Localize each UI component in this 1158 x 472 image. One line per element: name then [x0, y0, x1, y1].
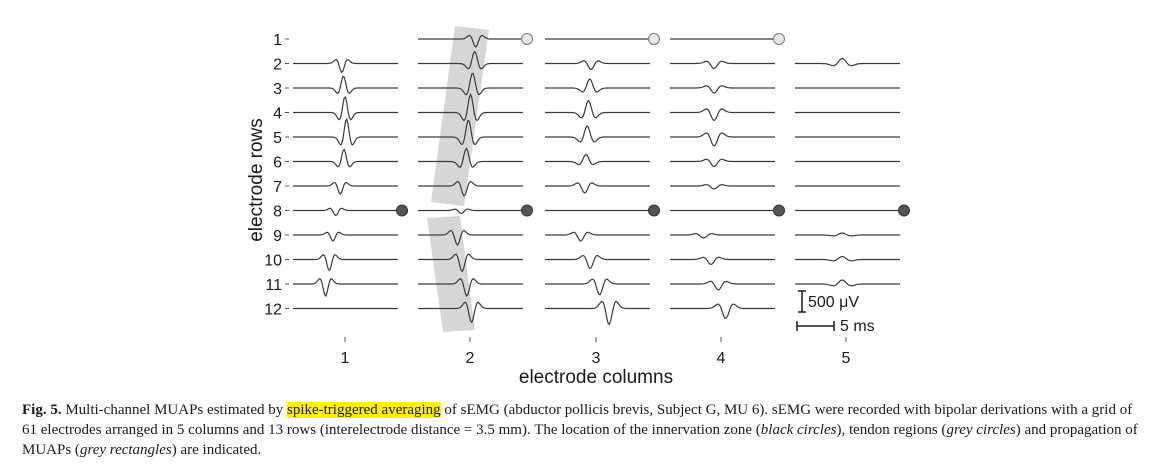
- muap-trace-col2-row11: [418, 277, 523, 297]
- innervation-circle-col3: [648, 204, 660, 217]
- column-label-2: 2: [466, 350, 475, 367]
- muap-trace-col1-row3: [293, 75, 398, 95]
- muap-trace-col4-row6: [670, 158, 775, 168]
- propagation-rectangle-lower: [427, 216, 475, 332]
- row-label-2: 2: [273, 57, 282, 74]
- muap-trace-col1-row7: [293, 181, 398, 195]
- row-label-6: 6: [273, 155, 282, 172]
- muap-trace-col3-row5: [545, 125, 650, 143]
- muap-trace-col2-row3: [418, 72, 523, 96]
- row-label-5: 5: [273, 130, 282, 147]
- row-label-3: 3: [273, 81, 282, 98]
- time-scale-bar: 5 ms: [796, 318, 875, 335]
- row-label-9: 9: [273, 228, 282, 245]
- tendon-circle-col4: [773, 33, 785, 45]
- column-axis-title: electrode columns: [519, 367, 673, 388]
- innervation-circle-col1: [396, 204, 408, 217]
- muap-trace-col5-row10: [795, 255, 900, 262]
- muap-trace-col3-row4: [545, 99, 650, 119]
- muap-trace-col2-row6: [418, 147, 523, 169]
- column-label-4: 4: [717, 350, 726, 367]
- muap-traces: [293, 34, 900, 326]
- caption-text-1: Multi-channel MUAPs estimated by: [61, 402, 287, 418]
- row-label-7: 7: [273, 179, 282, 196]
- innervation-circle-col4: [773, 204, 785, 217]
- muap-trace-col2-row5: [418, 119, 523, 146]
- muap-trace-col3-row9: [545, 231, 650, 242]
- muap-trace-col4-row10: [670, 256, 775, 266]
- caption-emphasis-grey-circles: grey circles: [946, 422, 1016, 438]
- muap-trace-col1-row11: [293, 277, 398, 298]
- row-axis-title: electrode rows: [246, 118, 267, 242]
- column-label-5: 5: [842, 350, 851, 367]
- muap-trace-col1-row6: [293, 148, 398, 168]
- figure-caption: Fig. 5. Multi-channel MUAPs estimated by…: [22, 400, 1138, 460]
- muap-trace-col4-row7: [670, 184, 775, 190]
- row-label-4: 4: [273, 106, 282, 123]
- electrode-markers: [396, 33, 910, 217]
- time-scale-label: 5 ms: [840, 318, 875, 335]
- muap-trace-col5-row9: [795, 232, 900, 237]
- innervation-circle-col5: [898, 204, 910, 217]
- row-label-8: 8: [273, 204, 282, 221]
- muap-trace-col2-row4: [418, 92, 523, 122]
- muap-trace-col2-row10: [418, 253, 523, 272]
- muap-trace-col4-row9: [670, 233, 775, 239]
- muap-trace-col4-row2: [670, 60, 775, 70]
- row-label-11: 11: [265, 277, 282, 294]
- row-label-10: 10: [264, 253, 282, 270]
- row-label-1: 1: [273, 32, 282, 49]
- caption-emphasis-black-circles: black circles: [760, 422, 837, 438]
- muap-trace-col2-row1: [418, 34, 521, 48]
- muap-trace-col1-row2: [293, 58, 398, 74]
- figure-label: Fig. 5.: [22, 402, 62, 418]
- muap-trace-col4-row5: [670, 132, 775, 147]
- innervation-circle-col2: [521, 204, 533, 217]
- muap-trace-col2-row2: [418, 50, 523, 70]
- amplitude-scale-bar: 500 μV: [798, 290, 859, 313]
- muap-trace-col2-row7: [418, 180, 523, 197]
- muap-trace-col4-row3: [670, 85, 775, 94]
- caption-text-2: of sEMG (abductor pollicis brevis, Subje…: [22, 402, 1133, 438]
- muap-trace-col3-row7: [545, 182, 650, 194]
- tendon-circle-col2: [521, 33, 533, 45]
- caption-emphasis-grey-rectangles: grey rectangles: [79, 442, 172, 458]
- muap-trace-col2-row8: [418, 208, 521, 215]
- propagation-rectangles: [427, 26, 489, 332]
- muap-trace-col4-row12: [670, 303, 775, 319]
- column-label-1: 1: [341, 350, 350, 367]
- muap-trace-col5-row11: [795, 279, 900, 287]
- muap-trace-col3-row3: [545, 78, 650, 93]
- muap-trace-col1-row5: [293, 117, 398, 146]
- muap-trace-col3-row6: [545, 153, 650, 166]
- amplitude-scale-label: 500 μV: [808, 294, 859, 311]
- muap-trace-col2-row9: [418, 229, 523, 247]
- muap-trace-col2-row12: [418, 301, 523, 324]
- column-label-3: 3: [592, 350, 601, 367]
- muap-trace-col5-row2: [795, 57, 900, 67]
- muap-trace-col3-row2: [545, 60, 650, 71]
- muap-trace-col1-row10: [293, 253, 398, 271]
- caption-text-3: ), tendon regions (: [836, 422, 947, 438]
- muap-trace-col3-row10: [545, 254, 650, 269]
- muap-trace-col1-row9: [293, 231, 398, 242]
- caption-highlight: spike-triggered averaging: [286, 402, 441, 418]
- muap-trace-col4-row11: [670, 280, 775, 291]
- muap-trace-col1-row4: [293, 96, 398, 121]
- column-tick-labels: 1 2 3 4 5: [341, 337, 851, 367]
- muap-trace-col4-row4: [670, 108, 775, 121]
- row-label-12: 12: [264, 302, 282, 319]
- muap-trace-col3-row12: [545, 300, 650, 326]
- tendon-circle-col3: [648, 33, 660, 45]
- caption-text-4: ) and propagation of MUAPs (: [22, 422, 1138, 458]
- muap-trace-col1-row8: [293, 207, 396, 217]
- caption-text-5: ) are indicated.: [171, 442, 262, 458]
- muap-trace-col3-row11: [545, 278, 650, 296]
